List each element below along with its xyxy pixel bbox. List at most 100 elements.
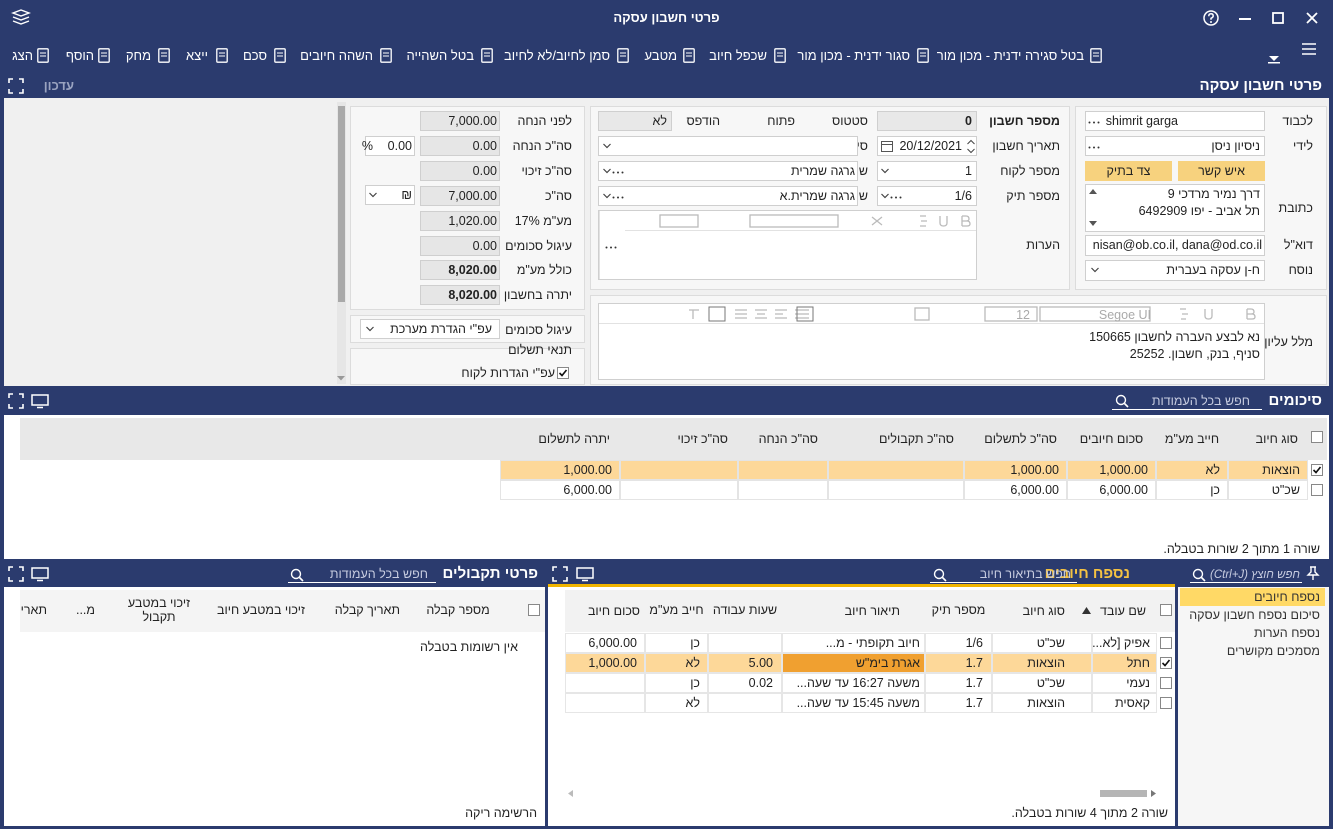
toolbar-button[interactable]: שכפל חיוב [709, 48, 767, 63]
checkbox[interactable] [1160, 697, 1172, 709]
search-underline[interactable] [288, 582, 436, 583]
more-button[interactable] [612, 196, 624, 199]
toolbar-button[interactable]: ייצא [185, 48, 208, 63]
toolbar-icon[interactable] [917, 48, 929, 63]
toolbar-icon[interactable] [1090, 48, 1102, 63]
dropdown-arrow[interactable] [603, 168, 611, 174]
tab-item[interactable]: נספח חיובים [1254, 590, 1320, 604]
toolbar-button[interactable]: מטבע [644, 48, 678, 63]
tab-item[interactable]: סיכום נספח חשבון עסקה [1189, 608, 1320, 622]
more-button[interactable] [1088, 121, 1100, 124]
toolbar-icon[interactable] [617, 48, 629, 63]
input-box[interactable] [598, 210, 977, 280]
input-box[interactable] [598, 111, 672, 131]
checkbox[interactable] [557, 367, 569, 379]
close-button[interactable] [1306, 12, 1318, 24]
input-box[interactable] [365, 185, 415, 205]
input-box[interactable] [598, 161, 858, 181]
input-box[interactable] [877, 186, 977, 206]
dropdown-arrow[interactable] [366, 326, 374, 332]
search-underline[interactable] [1112, 409, 1262, 410]
tab-item[interactable]: מסמכים מקושרים [1226, 644, 1320, 658]
input-box[interactable] [1085, 111, 1265, 131]
button-label[interactable]: איש קשר [1198, 164, 1245, 178]
minimize-button[interactable] [1239, 18, 1251, 20]
toolbar-icon[interactable] [158, 48, 170, 63]
toolbar-button[interactable]: הוסף [65, 48, 94, 63]
search-underline[interactable] [930, 582, 1077, 583]
toolbar-icon[interactable] [37, 48, 49, 63]
checkbox[interactable] [1311, 464, 1323, 476]
input-box[interactable] [360, 319, 500, 339]
toolbar-button[interactable]: סכם [242, 48, 267, 63]
expand-icon[interactable] [8, 566, 24, 582]
display-icon[interactable] [31, 567, 49, 582]
input-box[interactable] [420, 160, 500, 181]
toolbar-icon[interactable] [481, 48, 493, 63]
input-box[interactable] [1085, 260, 1265, 281]
toolbar-icon[interactable] [98, 48, 110, 63]
expand-icon[interactable] [552, 566, 568, 582]
input-box[interactable] [1085, 235, 1265, 256]
calendar-icon[interactable] [881, 140, 893, 152]
toolbar-button[interactable]: הצג [12, 48, 33, 63]
checkbox[interactable] [1160, 677, 1172, 689]
pin-icon[interactable] [1306, 566, 1320, 580]
more-button[interactable] [612, 171, 624, 174]
dropdown-arrow[interactable] [881, 193, 889, 199]
scroll-thumb[interactable] [338, 106, 345, 302]
spinner[interactable] [967, 139, 975, 154]
more-button[interactable] [605, 246, 617, 249]
input-box[interactable] [877, 136, 977, 156]
input-box[interactable] [420, 111, 500, 131]
input-box[interactable] [420, 185, 500, 206]
input-box[interactable] [877, 111, 977, 131]
toolbar-icon[interactable] [774, 48, 786, 63]
checkbox[interactable] [1160, 604, 1172, 616]
input-box[interactable] [598, 186, 858, 206]
input-box[interactable] [877, 161, 977, 181]
input-box[interactable] [420, 135, 500, 156]
h-scroll-thumb[interactable] [1100, 790, 1147, 797]
toolbar-button[interactable]: בטל השהייה [406, 48, 474, 63]
dropdown-arrow[interactable] [603, 193, 611, 199]
tab-item[interactable]: נספח הערות [1253, 626, 1320, 640]
checkbox[interactable] [1311, 431, 1323, 443]
input-box[interactable] [598, 136, 858, 156]
input-box[interactable] [1085, 136, 1265, 156]
input-box[interactable] [365, 136, 415, 156]
input-box[interactable] [1085, 184, 1265, 232]
expand-icon[interactable] [8, 393, 24, 409]
toolbar-icon[interactable] [274, 48, 286, 63]
dropdown-arrow[interactable] [1091, 267, 1099, 273]
display-icon[interactable] [576, 567, 594, 582]
more-button[interactable] [890, 196, 902, 199]
dropdown-arrow[interactable] [603, 143, 611, 149]
checkbox[interactable] [1311, 484, 1323, 496]
menu-button[interactable] [1302, 43, 1316, 55]
sort-arrow[interactable] [1082, 607, 1091, 614]
toolbar-icon[interactable] [683, 48, 695, 63]
toolbar-button[interactable]: סמן לחיוב/לא לחיוב [503, 48, 610, 63]
input-box[interactable] [420, 235, 500, 256]
toolbar-button[interactable]: מחק [125, 48, 151, 63]
toolbar-icon[interactable] [380, 48, 392, 63]
maximize-button[interactable] [1272, 12, 1284, 24]
checkbox[interactable] [528, 604, 540, 616]
dropdown-arrow[interactable] [369, 192, 377, 198]
button[interactable] [1085, 161, 1172, 181]
toolbar-button[interactable]: סגור ידנית - מכון מור [797, 48, 910, 63]
toolbar-dropdown[interactable] [1268, 55, 1280, 64]
help-button[interactable] [1203, 10, 1219, 26]
search-underline[interactable] [1190, 582, 1302, 583]
input-box[interactable] [420, 210, 500, 231]
checkbox[interactable] [1160, 637, 1172, 649]
toolbar-button[interactable]: בטל סגירה ידנית - מכון מור [936, 48, 1084, 63]
input-box[interactable] [420, 260, 500, 281]
checkbox[interactable] [1160, 657, 1172, 669]
toolbar-button[interactable]: השהה חיובים [300, 48, 373, 63]
dropdown-arrow[interactable] [881, 168, 889, 174]
toolbar-icon[interactable] [216, 48, 228, 63]
expand-icon[interactable] [8, 78, 24, 94]
more-button[interactable] [1088, 146, 1100, 149]
